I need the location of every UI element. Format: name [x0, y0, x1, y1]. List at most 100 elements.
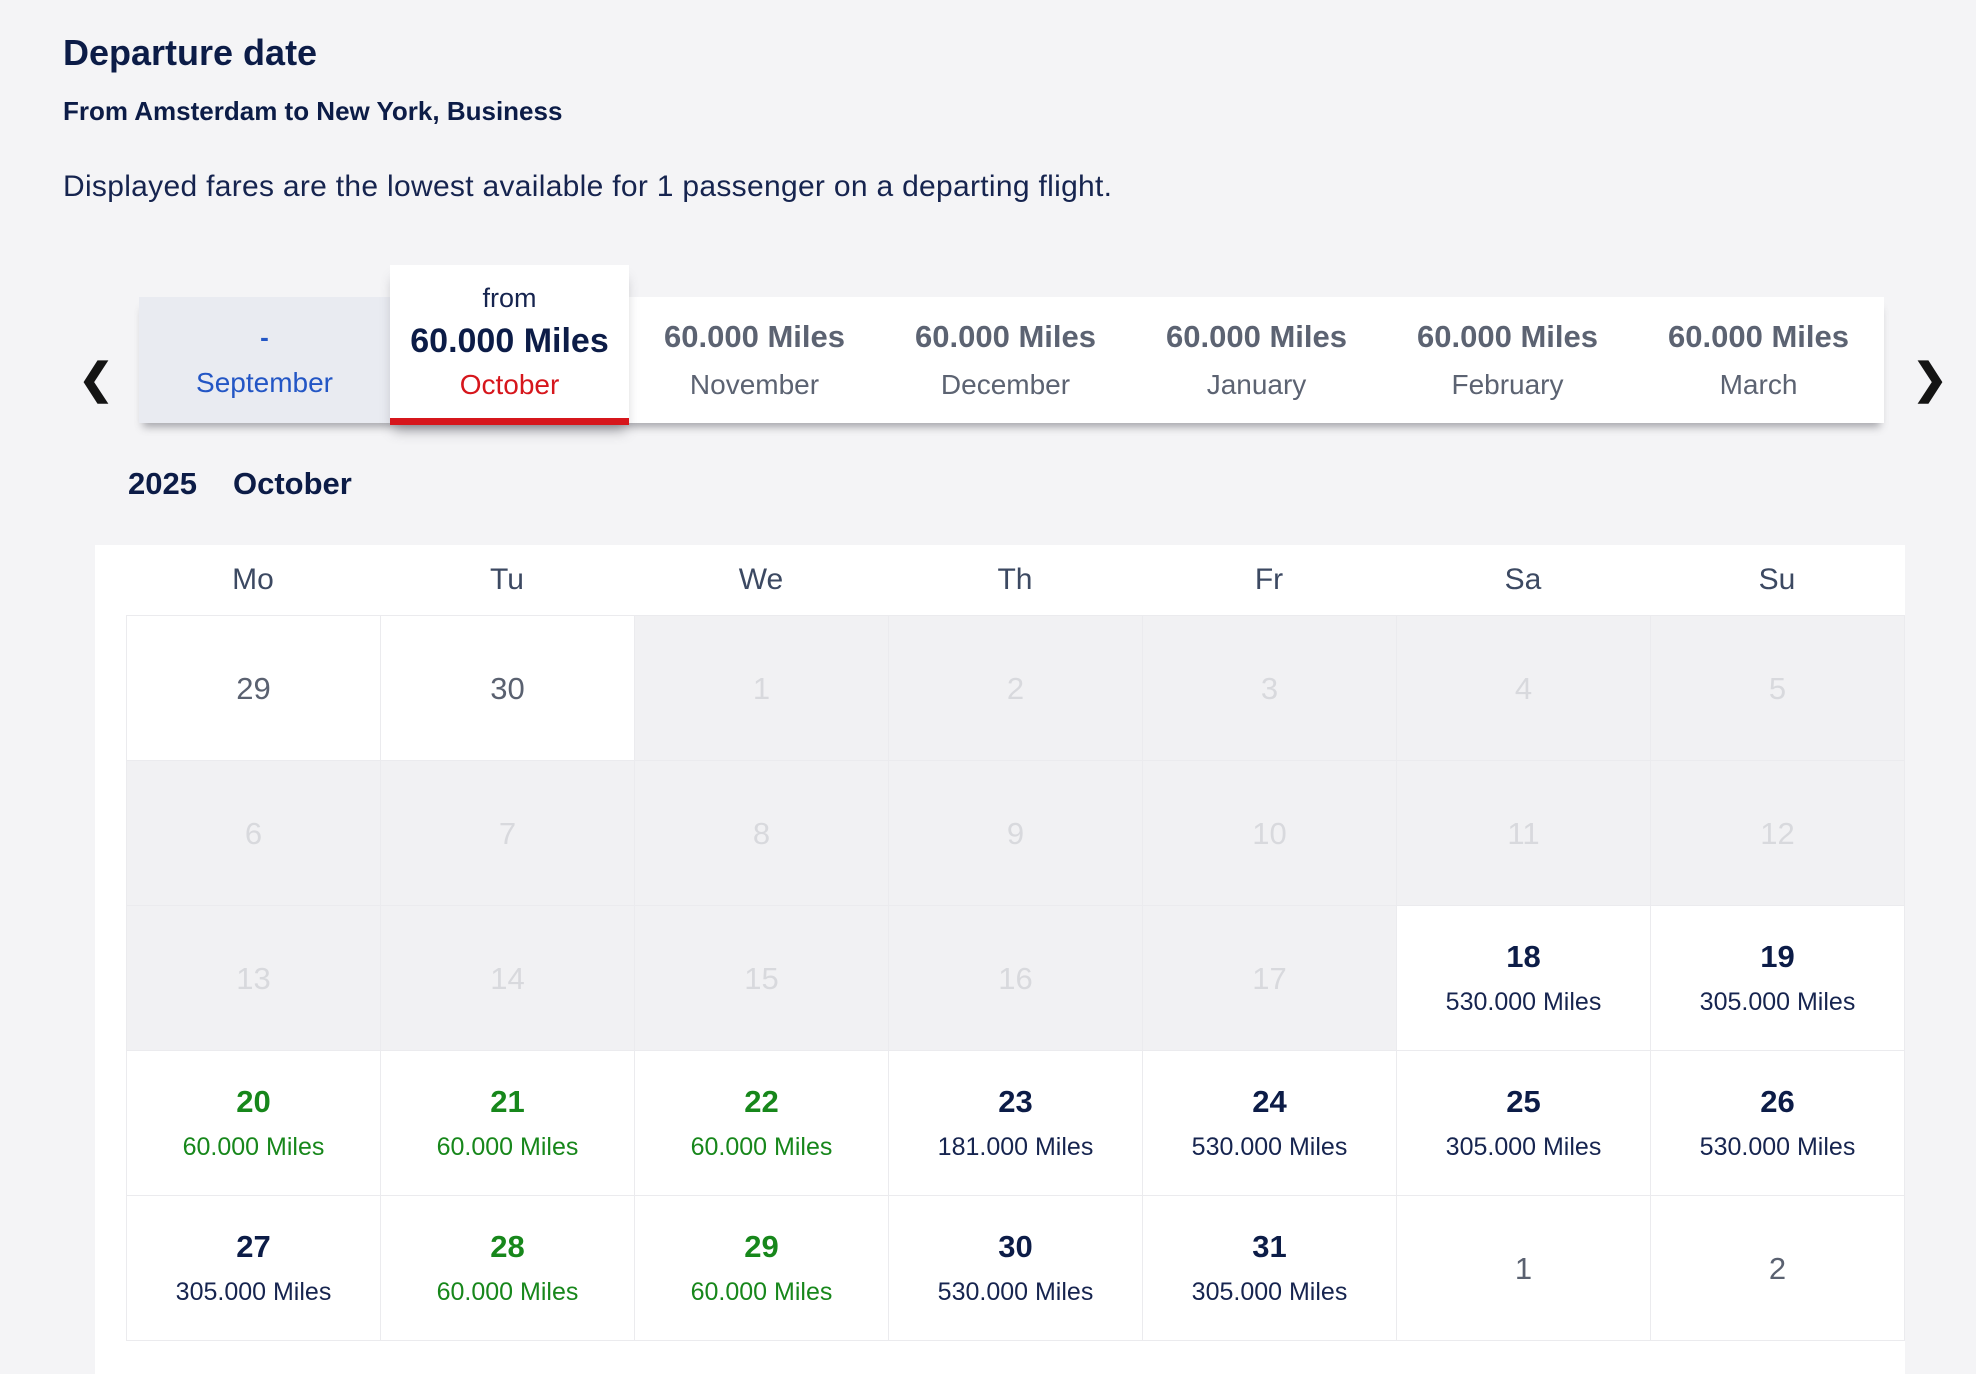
day-cell-deal-28[interactable]: 28 60.000 Miles: [381, 1196, 635, 1341]
tab-month-january[interactable]: 60.000 Miles January: [1131, 297, 1382, 423]
day-header-sa: Sa: [1504, 563, 1542, 596]
day-cell-adjacent-29[interactable]: 29: [127, 616, 381, 761]
tab-month-label: January: [1206, 369, 1307, 400]
day-cell-disabled-15: 15: [635, 906, 889, 1051]
day-number: 27: [236, 1229, 271, 1264]
day-number: 2: [1006, 670, 1025, 706]
day-number: 12: [1760, 815, 1795, 851]
day-cell-deal-22[interactable]: 22 60.000 Miles: [635, 1051, 889, 1196]
day-cell-disabled-10: 10: [1143, 761, 1397, 906]
fare-disclaimer: Displayed fares are the lowest available…: [63, 170, 1113, 203]
day-cell-fare-27[interactable]: 27 305.000 Miles: [127, 1196, 381, 1341]
day-miles-price: 530.000 Miles: [1699, 1133, 1856, 1161]
route-subtitle: From Amsterdam to New York, Business: [63, 96, 563, 126]
day-number: 1: [1514, 1250, 1533, 1286]
page-title: Departure date: [63, 32, 318, 73]
tab-price: 60.000 Miles: [1166, 319, 1347, 354]
day-cell-fare-18[interactable]: 18 530.000 Miles: [1397, 906, 1651, 1051]
day-miles-price: 305.000 Miles: [1699, 988, 1856, 1016]
day-cell-disabled-12: 12: [1651, 761, 1905, 906]
tab-month-label: November: [689, 369, 820, 400]
day-miles-price: 60.000 Miles: [436, 1278, 579, 1306]
day-cell-disabled-4: 4: [1397, 616, 1651, 761]
day-cell-fare-31[interactable]: 31 305.000 Miles: [1143, 1196, 1397, 1341]
day-cell-disabled-17: 17: [1143, 906, 1397, 1051]
day-cell-fare-19[interactable]: 19 305.000 Miles: [1651, 906, 1905, 1051]
day-header-su: Su: [1758, 563, 1796, 596]
day-number: 18: [1506, 939, 1541, 974]
day-miles-price: 530.000 Miles: [1445, 988, 1602, 1016]
month-tab-strip: - September from 60.000 Miles October 60…: [139, 265, 1884, 425]
day-number: 24: [1252, 1084, 1287, 1119]
day-miles-price: 305.000 Miles: [175, 1278, 332, 1306]
day-number: 19: [1760, 939, 1795, 974]
tab-from-label: from: [482, 282, 537, 313]
day-header-th: Th: [997, 563, 1033, 596]
day-miles-price: 60.000 Miles: [436, 1133, 579, 1161]
day-number: 10: [1252, 815, 1287, 851]
day-cell-fare-30[interactable]: 30 530.000 Miles: [889, 1196, 1143, 1341]
day-cell-adjacent-30[interactable]: 30: [381, 616, 635, 761]
day-cell-disabled-9: 9: [889, 761, 1143, 906]
tab-price: 60.000 Miles: [1417, 319, 1598, 354]
day-miles-price: 530.000 Miles: [937, 1278, 1094, 1306]
day-number: 30: [490, 670, 525, 706]
tab-month-label: September: [196, 366, 333, 398]
day-number: 6: [244, 815, 263, 851]
day-cell-fare-24[interactable]: 24 530.000 Miles: [1143, 1051, 1397, 1196]
day-cell-disabled-6: 6: [127, 761, 381, 906]
day-number: 5: [1768, 670, 1787, 706]
day-cell-adjacent-2[interactable]: 2: [1651, 1196, 1905, 1341]
chevron-left-icon: ❮: [78, 354, 114, 402]
day-cell-adjacent-1[interactable]: 1: [1397, 1196, 1651, 1341]
day-number: 8: [752, 815, 771, 851]
calendar-title: 2025 October: [128, 466, 352, 502]
day-cell-fare-25[interactable]: 25 305.000 Miles: [1397, 1051, 1651, 1196]
next-month-button[interactable]: ❯: [1906, 352, 1954, 404]
day-miles-price: 60.000 Miles: [690, 1133, 833, 1161]
tab-month-october-selected[interactable]: from 60.000 Miles October: [390, 265, 629, 425]
day-cell-disabled-2: 2: [889, 616, 1143, 761]
tab-price: -: [260, 321, 269, 352]
day-number: 7: [498, 815, 517, 851]
tab-month-september[interactable]: - September: [139, 297, 390, 423]
day-number: 20: [236, 1084, 271, 1119]
calendar-panel: Mo Tu We Th Fr Sa Su 29 30 1 2 3 4 5 6 7 8 9 10 11 12…: [95, 545, 1905, 1374]
day-number: 4: [1514, 670, 1533, 706]
day-cell-deal-29[interactable]: 29 60.000 Miles: [635, 1196, 889, 1341]
day-miles-price: 530.000 Miles: [1191, 1133, 1348, 1161]
day-number: 11: [1507, 815, 1540, 851]
day-cell-fare-23[interactable]: 23 181.000 Miles: [889, 1051, 1143, 1196]
tab-month-label: March: [1719, 369, 1798, 400]
day-miles-price: 305.000 Miles: [1191, 1278, 1348, 1306]
day-number: 2: [1768, 1250, 1787, 1286]
day-number: 23: [998, 1084, 1033, 1119]
day-number: 14: [490, 960, 525, 996]
day-cell-disabled-5: 5: [1651, 616, 1905, 761]
tab-price: 60.000 Miles: [410, 321, 609, 360]
day-cell-deal-20[interactable]: 20 60.000 Miles: [127, 1051, 381, 1196]
day-cell-disabled-1: 1: [635, 616, 889, 761]
day-header-we: We: [738, 563, 784, 596]
calendar-month: October: [232, 466, 352, 501]
day-cell-disabled-8: 8: [635, 761, 889, 906]
day-miles-price: 305.000 Miles: [1445, 1133, 1602, 1161]
day-number: 21: [490, 1084, 525, 1119]
day-number: 31: [1252, 1229, 1287, 1264]
tab-month-november[interactable]: 60.000 Miles November: [629, 297, 880, 423]
tab-month-label: October: [459, 368, 560, 400]
day-cell-disabled-13: 13: [127, 906, 381, 1051]
day-cell-deal-21[interactable]: 21 60.000 Miles: [381, 1051, 635, 1196]
day-number: 16: [998, 960, 1033, 996]
tab-price: 60.000 Miles: [1668, 319, 1849, 354]
day-number: 30: [998, 1229, 1033, 1264]
day-cell-fare-26[interactable]: 26 530.000 Miles: [1651, 1051, 1905, 1196]
tab-month-december[interactable]: 60.000 Miles December: [880, 297, 1131, 423]
tab-month-february[interactable]: 60.000 Miles February: [1382, 297, 1633, 423]
day-header-fr: Fr: [1254, 563, 1284, 596]
calendar-grid: 29 30 1 2 3 4 5 6 7 8 9 10 11 12 13 14 15 16 17 18 530.000 M…: [126, 615, 1905, 1341]
tab-month-march[interactable]: 60.000 Miles March: [1633, 297, 1884, 423]
day-miles-price: 60.000 Miles: [690, 1278, 833, 1306]
previous-month-button[interactable]: ❮: [72, 352, 120, 404]
tab-month-label: February: [1451, 369, 1564, 400]
